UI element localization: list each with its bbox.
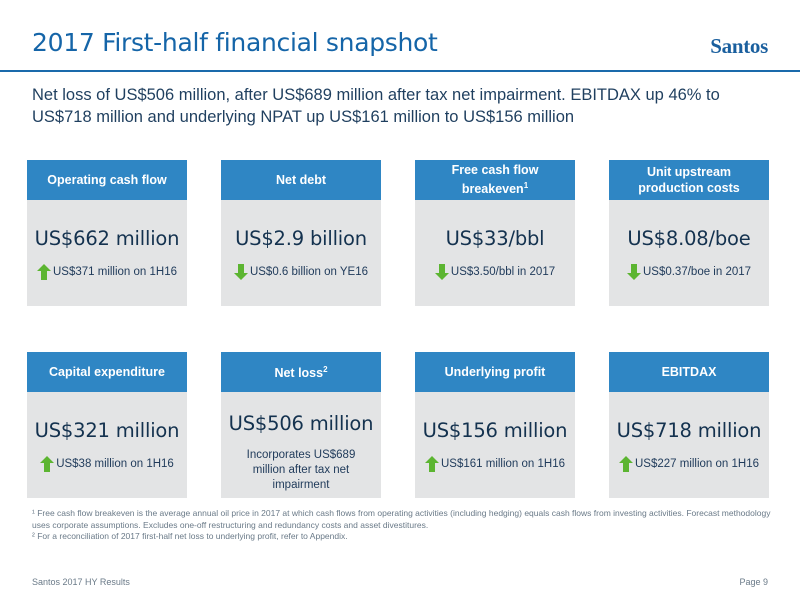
card-body: US$662 million US$371 million on 1H16 [27,200,187,306]
card-value: US$321 million [34,419,180,442]
arrow-down-icon [626,264,641,280]
card-value: US$718 million [616,419,762,442]
card-change: US$161 million on 1H16 [415,456,575,472]
arrow-down-icon [233,264,248,280]
card-heading: Free cash flow breakeven1 [415,160,575,200]
footnote-1: ¹ Free cash flow breakeven is the averag… [32,508,771,530]
arrow-up-icon [618,456,633,472]
arrow-down-icon [434,264,449,280]
santos-logo: Santos [710,34,768,58]
card-value: US$506 million [228,412,374,435]
card-value: US$8.08/boe [627,227,751,250]
card-capital-expenditure: Capital expenditure US$321 million US$38… [27,352,187,498]
arrow-up-icon [36,264,51,280]
card-heading: Capital expenditure [27,352,187,392]
card-value: US$662 million [34,227,180,250]
card-net-debt: Net debt US$2.9 billion US$0.6 billion o… [221,160,381,306]
card-note: Incorporates US$689 million after tax ne… [246,449,356,491]
card-body: US$8.08/boe US$0.37/boe in 2017 [609,200,769,306]
card-unit-upstream-production-costs: Unit upstream production costs US$8.08/b… [609,160,769,306]
footnote-ref: 2 [323,365,328,375]
card-body: US$506 million Incorporates US$689 milli… [221,392,381,498]
card-heading: Net loss2 [221,352,381,392]
card-value: US$2.9 billion [235,227,367,250]
arrow-up-icon [40,456,55,472]
card-heading: Unit upstream production costs [609,160,769,200]
card-body: US$2.9 billion US$0.6 billion on YE16 [221,200,381,306]
card-heading: Operating cash flow [27,160,187,200]
card-body: US$321 million US$38 million on 1H16 [27,392,187,498]
header-rule [0,70,800,72]
footnote-ref: 1 [523,181,529,191]
arrow-up-icon [424,456,439,472]
card-body: US$718 million US$227 million on 1H16 [609,392,769,498]
footnote-2: ² For a reconciliation of 2017 first-hal… [32,531,348,541]
card-change: US$38 million on 1H16 [27,456,187,472]
card-free-cash-flow-breakeven: Free cash flow breakeven1 US$33/bbl US$3… [415,160,575,306]
page-number: Page 9 [739,577,768,587]
card-body: US$33/bbl US$3.50/bbl in 2017 [415,200,575,306]
card-change: US$3.50/bbl in 2017 [415,264,575,280]
footer-left: Santos 2017 HY Results [32,577,130,587]
card-operating-cash-flow: Operating cash flow US$662 million US$37… [27,160,187,306]
card-body: US$156 million US$161 million on 1H16 [415,392,575,498]
card-change: US$371 million on 1H16 [27,264,187,280]
card-change: US$0.6 billion on YE16 [221,264,381,280]
card-ebitdax: EBITDAX US$718 million US$227 million on… [609,352,769,498]
card-heading: Net debt [221,160,381,200]
card-heading: EBITDAX [609,352,769,392]
card-heading: Underlying profit [415,352,575,392]
card-change: US$227 million on 1H16 [609,456,769,472]
card-underlying-profit: Underlying profit US$156 million US$161 … [415,352,575,498]
summary-subtitle: Net loss of US$506 million, after US$689… [32,86,720,126]
card-net-loss: Net loss2 US$506 million Incorporates US… [221,352,381,498]
page-title: 2017 First-half financial snapshot [32,28,438,57]
footnotes: ¹ Free cash flow breakeven is the averag… [32,508,772,543]
card-change: US$0.37/boe in 2017 [609,264,769,280]
card-value: US$156 million [422,419,568,442]
card-value: US$33/bbl [445,227,545,250]
